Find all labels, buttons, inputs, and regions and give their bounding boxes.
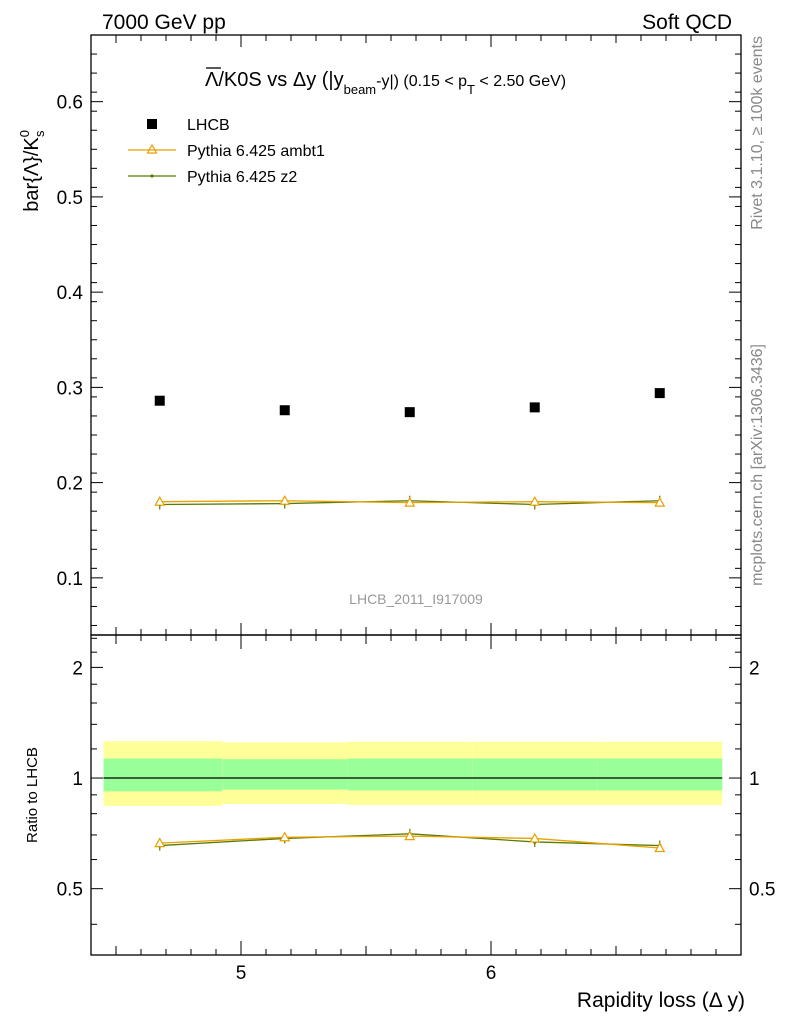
rivet-label: Rivet 3.1.10, ≥ 100k events (749, 36, 766, 230)
legend-marker-ambt1 (146, 143, 158, 154)
main-y-tick-label: 0.6 (57, 93, 83, 114)
ratio-bands (103, 741, 723, 806)
main-y-tick-label: 0.2 (57, 474, 83, 495)
x-axis-label: Rapidity loss (Δ y) (577, 989, 745, 1012)
ratio-ambt1-point (279, 831, 291, 842)
title-part-b: -y|) (0.15 < p (376, 73, 467, 90)
x-tick-label: 5 (236, 963, 247, 984)
lhcb-point (404, 407, 415, 418)
title-part-c: < 2.50 GeV) (475, 73, 566, 90)
ratio-ambt1-point (529, 832, 541, 843)
ratio-band-inner (597, 758, 723, 791)
ratio-y-tick-label-left: 2 (72, 658, 83, 679)
main-axes: 0.1 0.2 0.3 0.4 0.5 0.6 (57, 34, 742, 636)
header-left: 7000 GeV pp (102, 11, 226, 34)
svg-text:Λ/K0S vs Δy (|ybeam-y|) (0.15: Λ/K0S vs Δy (|ybeam-y|) (0.15 < pT < 2.5… (205, 69, 566, 97)
ratio-ambt1-point (404, 830, 416, 841)
mcplots-label: mcplots.cern.ch [arXiv:1306.3436] (749, 344, 766, 586)
ratio-y-tick-label-left: 1 (72, 769, 83, 790)
main-y-label: bar{Λ}/K0s (17, 130, 47, 212)
main-data-layer (154, 388, 666, 510)
legend-marker-z2 (150, 174, 154, 178)
title-part-a: /K0S vs Δy (|y (218, 69, 343, 91)
ambt1-point (154, 495, 166, 506)
main-y-tick-label: 0.1 (57, 569, 83, 590)
ratio-band-inner (103, 758, 223, 792)
ratio-axes: 0.5 0.5 1 1 2 2 5 6 (57, 634, 775, 984)
main-y-tick-label: 0.4 (57, 283, 84, 304)
main-y-tick-label: 0.3 (57, 378, 83, 399)
legend: LHCB Pythia 6.425 ambt1 Pythia 6.425 z2 (128, 117, 325, 186)
lhcb-point (654, 388, 665, 399)
ratio-data-layer (154, 828, 666, 853)
plot-title: Λ/K0S vs Δy (|ybeam-y|) (0.15 < pT < 2.5… (205, 67, 566, 97)
x-tick-label: 6 (486, 963, 497, 984)
ambt1-point (529, 495, 541, 506)
ratio-band-inner (222, 759, 348, 790)
ratio-y-label: Ratio to LHCB (24, 747, 41, 843)
ratio-y-tick-label-right: 2 (749, 658, 760, 679)
ratio-y-tick-label-right: 0.5 (749, 880, 775, 901)
ambt1-point (279, 494, 291, 505)
ratio-y-tick-label-right: 1 (749, 769, 760, 790)
ratio-ambt1-point (654, 842, 666, 853)
lhcb-point (154, 395, 165, 406)
ambt1-point (404, 496, 416, 507)
lhcb-point (529, 402, 540, 413)
lhcb-point (279, 405, 290, 416)
main-y-tick-label: 0.5 (57, 188, 83, 209)
ratio-ambt1-point (154, 837, 166, 848)
ratio-band-inner (347, 758, 473, 791)
ambt1-point (654, 496, 666, 507)
ratio-band-inner (472, 758, 598, 791)
header-right: Soft QCD (642, 11, 732, 34)
legend-label-z2: Pythia 6.425 z2 (187, 169, 297, 186)
title-sub-t: T (467, 82, 475, 97)
legend-label-lhcb: LHCB (187, 117, 230, 134)
ratio-y-tick-label-left: 0.5 (57, 880, 83, 901)
title-sub-beam: beam (344, 82, 377, 97)
analysis-watermark: LHCB_2011_I917009 (349, 591, 483, 607)
legend-label-ambt1: Pythia 6.425 ambt1 (187, 143, 325, 160)
legend-marker-lhcb (147, 119, 157, 129)
title-lambda: Λ (205, 69, 219, 91)
